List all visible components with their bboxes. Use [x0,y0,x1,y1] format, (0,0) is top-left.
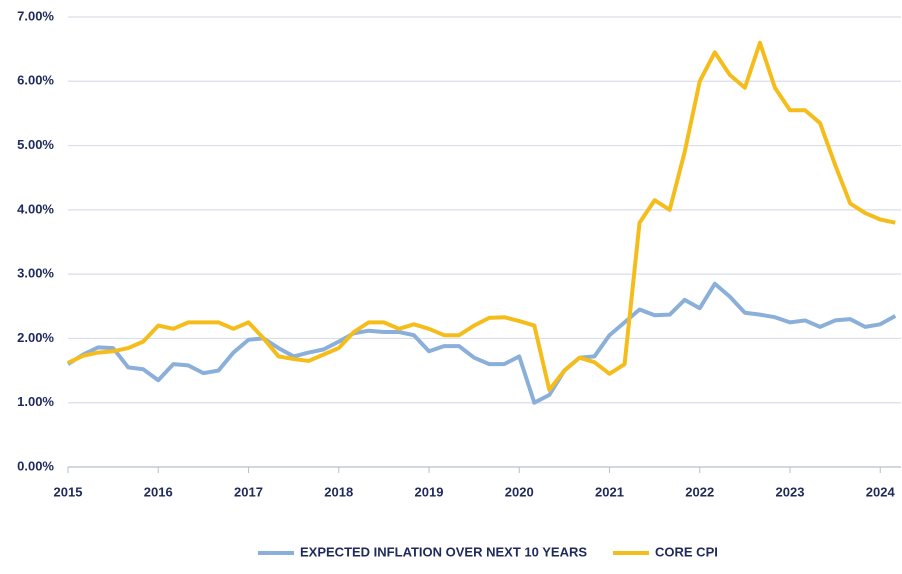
x-tick-label: 2022 [685,484,714,499]
y-tick-label: 0.00% [17,458,54,473]
y-tick-label: 2.00% [17,330,54,345]
x-tick-label: 2018 [324,484,353,499]
x-tick-label: 2019 [415,484,444,499]
y-tick-label: 3.00% [17,266,54,281]
y-tick-label: 6.00% [17,73,54,88]
x-tick-label: 2017 [234,484,263,499]
y-tick-label: 5.00% [17,137,54,152]
x-tick-label: 2015 [54,484,83,499]
legend-label: CORE CPI [655,544,718,559]
x-tick-label: 2021 [595,484,624,499]
series-line [66,281,897,405]
y-tick-label: 1.00% [17,394,54,409]
x-tick-label: 2016 [144,484,173,499]
y-tick-label: 7.00% [17,8,54,23]
series-line [67,40,896,392]
x-tick-label: 2020 [505,484,534,499]
y-tick-label: 4.00% [17,201,54,216]
legend-label: EXPECTED INFLATION OVER NEXT 10 YEARS [300,544,587,559]
x-tick-label: 2024 [866,484,896,499]
x-tick-label: 2023 [776,484,805,499]
